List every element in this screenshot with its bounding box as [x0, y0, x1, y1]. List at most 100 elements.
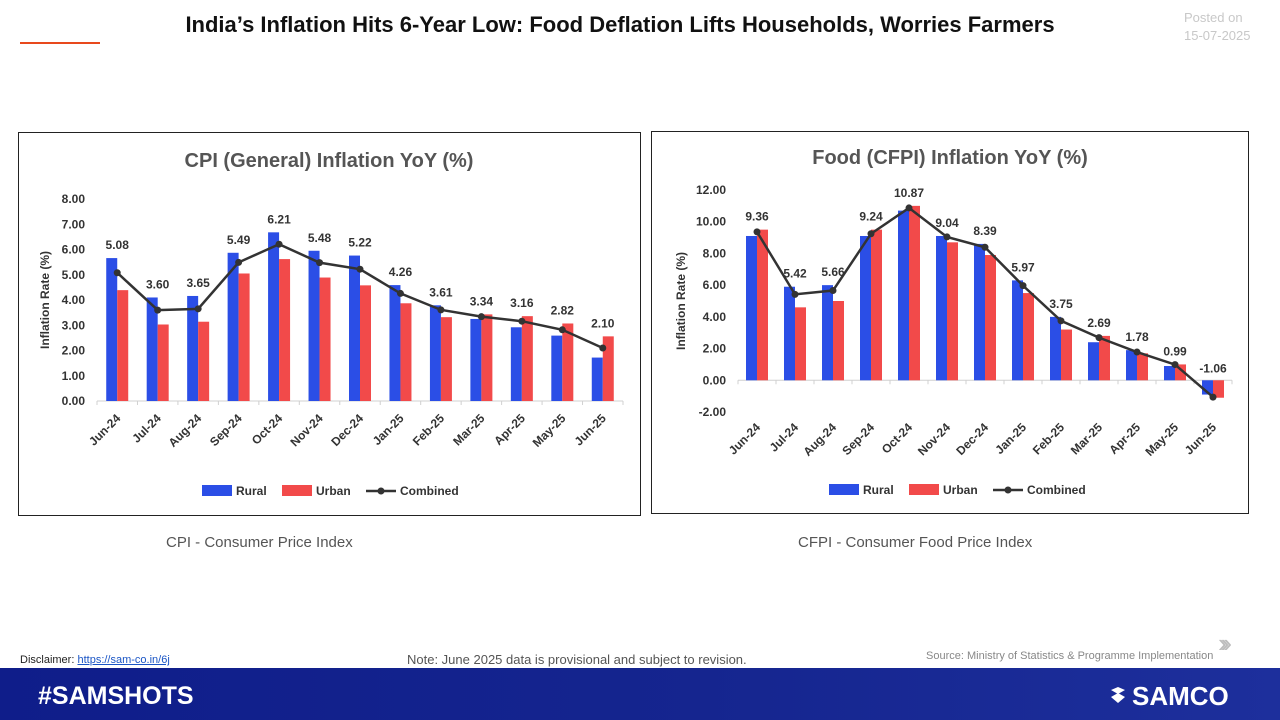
bar-urban	[871, 229, 882, 381]
x-tick-label: Sep-24	[839, 420, 877, 458]
cpi-chart-svg: CPI (General) Inflation YoY (%) 0.00 1.00 2…	[38, 150, 624, 498]
bar-rural	[349, 255, 360, 401]
cfpi-chart: Food (CFPI) Inflation YoY (%) -2.00 0.00 2.…	[651, 131, 1249, 514]
disclaimer: Disclaimer: https://sam-co.in/6j	[20, 654, 170, 666]
legend-swatch-rural	[829, 484, 859, 495]
data-label: 2.82	[551, 303, 575, 317]
data-label: 3.75	[1049, 297, 1073, 311]
point-combined	[113, 269, 121, 277]
x-tick-label: Nov-24	[287, 411, 325, 449]
bar-rural	[227, 252, 239, 401]
legend-label-rural: Rural	[236, 484, 267, 498]
point-combined	[154, 306, 162, 314]
y-tick-label: 2.00	[62, 344, 86, 358]
data-label: 9.36	[745, 210, 769, 224]
bar-urban	[440, 317, 452, 401]
samco-brand-text: SAMCO	[1132, 681, 1229, 711]
y-tick-label: 1.00	[62, 369, 86, 383]
data-label: 2.69	[1087, 316, 1111, 330]
bar-rural	[268, 232, 280, 401]
chart-title: Food (CFPI) Inflation YoY (%)	[812, 147, 1088, 169]
point-combined	[829, 287, 837, 295]
disclaimer-label: Disclaimer:	[20, 654, 75, 666]
point-combined	[1133, 348, 1141, 356]
next-chevron-icon[interactable]: ›››	[1218, 628, 1232, 658]
x-tick-label: Feb-25	[1030, 420, 1067, 457]
point-combined	[437, 306, 445, 314]
posted-date-block: Posted on 15-07-2025	[1184, 9, 1251, 45]
data-label: 6.21	[267, 212, 291, 226]
legend-label-combined: Combined	[400, 484, 459, 498]
x-tick-label: Apr-25	[1106, 420, 1143, 457]
x-tick-label: Mar-25	[1068, 420, 1105, 457]
y-tick-label: 7.00	[62, 217, 86, 231]
data-label: 9.24	[859, 210, 883, 224]
footer-bar: #SAMSHOTS SAMCO	[0, 668, 1280, 720]
legend-marker-combined	[1004, 486, 1012, 494]
x-tick-label: Jun-25	[572, 411, 609, 448]
data-label: 5.66	[821, 265, 845, 279]
y-tick-label: 12.00	[696, 183, 726, 197]
hashtag-label: #SAMSHOTS	[38, 682, 194, 710]
bar-urban	[795, 307, 806, 381]
bar-rural	[1050, 316, 1061, 381]
legend-marker-combined	[377, 487, 385, 495]
bar-rural	[470, 318, 482, 401]
bar-urban	[1099, 335, 1110, 381]
data-label: 3.65	[186, 276, 210, 290]
bar-urban	[198, 321, 210, 401]
x-tick-label: Dec-24	[328, 411, 366, 449]
x-tick-label: Jun-24	[726, 420, 763, 457]
bar-rural	[510, 327, 522, 401]
provisional-note: Note: June 2025 data is provisional and …	[407, 652, 747, 667]
x-tick-label: Sep-24	[207, 411, 245, 449]
bar-rural	[898, 210, 909, 381]
bar-urban	[947, 242, 958, 381]
point-combined	[1057, 317, 1065, 325]
x-tick-label: Jun-25	[1182, 420, 1219, 457]
data-label: 5.49	[227, 233, 251, 247]
data-label: 10.87	[894, 186, 924, 200]
bar-urban	[157, 324, 169, 401]
y-tick-label: 0.00	[703, 373, 727, 387]
bar-rural	[106, 258, 118, 401]
bar-rural	[1202, 380, 1213, 395]
legend-swatch-urban	[282, 485, 312, 496]
bar-rural	[1164, 366, 1175, 381]
disclaimer-link[interactable]: https://sam-co.in/6j	[77, 654, 170, 666]
source-text: Source: Ministry of Statistics & Program…	[926, 650, 1214, 662]
y-tick-label: 8.00	[703, 246, 727, 260]
point-combined	[1019, 282, 1027, 290]
bar-urban	[400, 303, 412, 401]
x-tick-label: Feb-25	[410, 411, 447, 448]
bar-urban	[521, 316, 533, 401]
data-label: 5.42	[783, 267, 807, 281]
bar-urban	[757, 229, 768, 381]
cpi-chart: CPI (General) Inflation YoY (%) 0.00 1.00 2…	[18, 132, 641, 516]
point-combined	[1209, 393, 1217, 401]
bar-urban	[117, 290, 129, 401]
bar-rural	[822, 285, 833, 381]
bar-urban	[1213, 380, 1224, 398]
bar-rural	[860, 235, 871, 381]
point-combined	[194, 305, 202, 313]
y-tick-label: 3.00	[62, 318, 86, 332]
point-combined	[477, 313, 485, 321]
data-label: 5.48	[308, 231, 332, 245]
page-title: India’s Inflation Hits 6-Year Low: Food …	[185, 12, 1055, 37]
bar-rural	[591, 357, 603, 401]
data-label: 2.10	[591, 316, 615, 330]
x-tick-label: Jun-24	[86, 411, 123, 448]
data-label: -1.06	[1199, 361, 1227, 375]
samco-logo[interactable]: SAMCO	[1108, 681, 1229, 712]
bar-urban	[1175, 364, 1186, 381]
x-tick-label: Jan-25	[992, 420, 1029, 457]
point-combined	[275, 240, 283, 248]
bar-urban	[360, 285, 371, 401]
data-label: 5.97	[1011, 260, 1035, 274]
bar-rural	[936, 235, 947, 381]
point-combined	[396, 289, 404, 297]
point-combined	[867, 230, 875, 238]
data-label: 3.34	[470, 294, 494, 308]
point-combined	[235, 258, 243, 266]
